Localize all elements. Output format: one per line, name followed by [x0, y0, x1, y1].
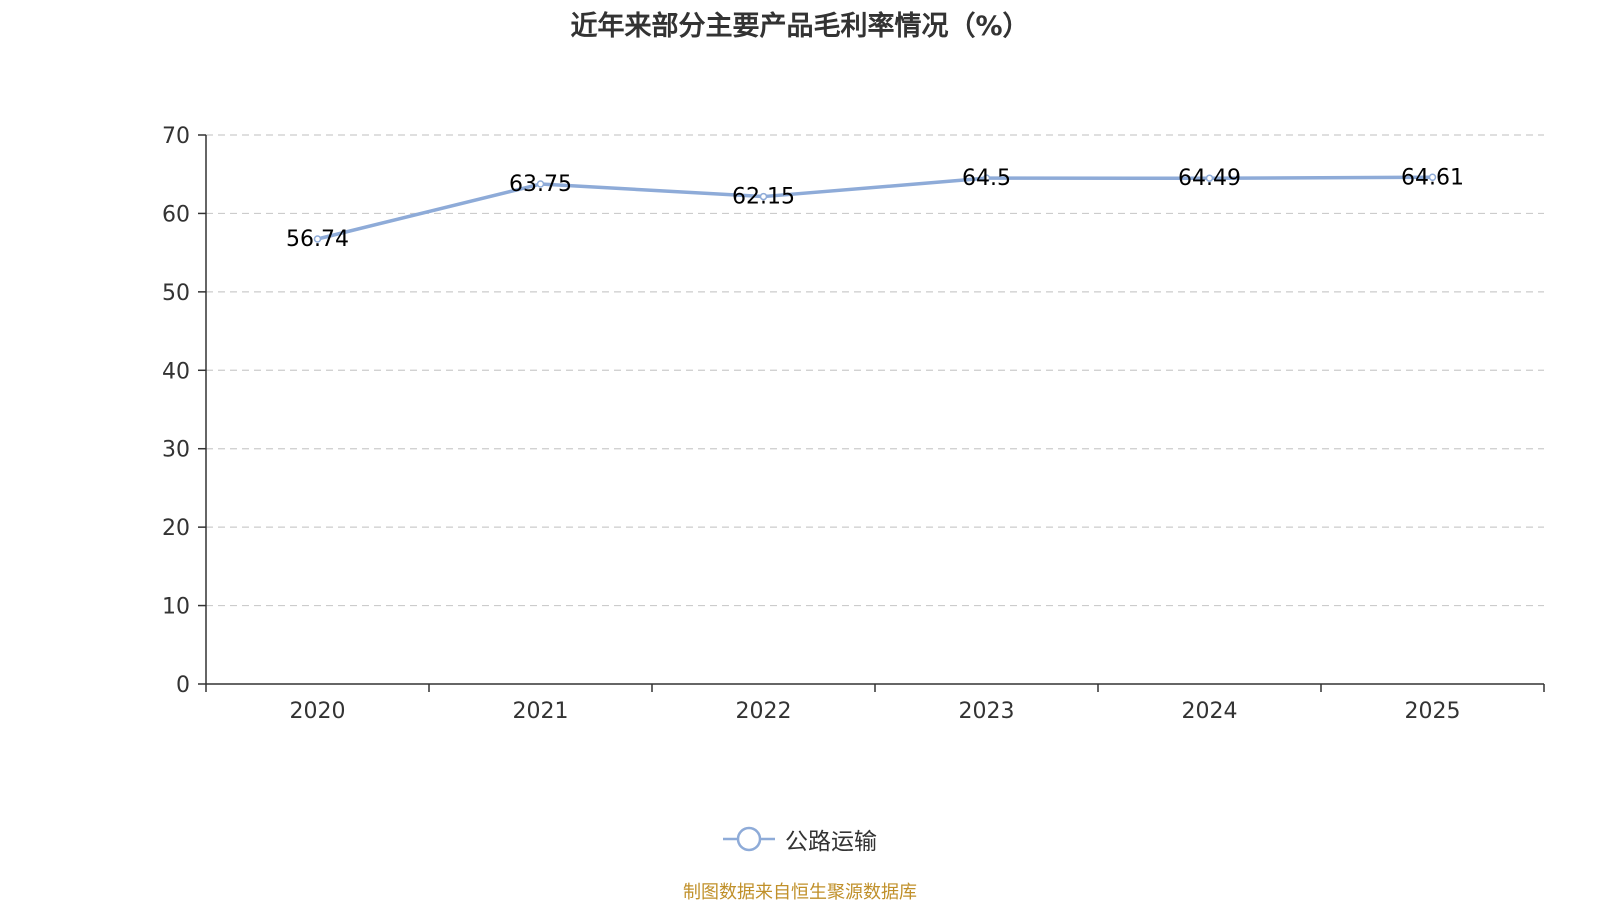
data-point[interactable] — [982, 174, 991, 182]
data-point[interactable] — [759, 192, 768, 201]
data-label: 63.75 — [509, 172, 572, 197]
x-tick-label: 2020 — [290, 699, 346, 724]
y-tick-label: 70 — [162, 124, 190, 149]
x-tick-label: 2023 — [959, 699, 1015, 724]
x-tick-label: 2025 — [1405, 699, 1461, 724]
data-label: 56.74 — [286, 227, 349, 252]
x-tick-label: 2021 — [513, 699, 569, 724]
x-tick-label: 2024 — [1182, 699, 1238, 724]
y-tick-label: 10 — [162, 595, 190, 620]
x-tick-label: 2022 — [736, 699, 792, 724]
data-labels: 56.74 63.75 62.15 64.5 64.49 64.61 — [286, 165, 1464, 252]
y-tick-label: 60 — [162, 202, 190, 227]
series-layer — [313, 173, 1437, 243]
y-tick-label: 20 — [162, 516, 190, 541]
legend[interactable]: 公路运输 — [0, 822, 1600, 856]
y-tick-label: 50 — [162, 281, 190, 306]
legend-line-marker-icon — [723, 826, 775, 852]
axes: 0 10 20 30 40 50 60 70 2020 2021 2022 2023 2024 2025 — [162, 124, 1545, 724]
data-label: 62.15 — [732, 185, 795, 210]
data-point[interactable] — [1205, 174, 1214, 182]
data-label: 64.61 — [1401, 165, 1464, 190]
data-label: 64.5 — [962, 166, 1011, 191]
data-label: 64.49 — [1178, 166, 1241, 191]
legend-label: 公路运输 — [785, 829, 877, 855]
data-point[interactable] — [536, 180, 545, 188]
y-tick-label: 30 — [162, 438, 190, 463]
chart-title: 近年来部分主要产品毛利率情况（%） — [570, 11, 1030, 42]
grid-lines — [206, 134, 1544, 607]
source-note: 制图数据来自恒生聚源数据库 — [683, 882, 917, 900]
y-tick-label: 40 — [162, 359, 190, 384]
series-line — [315, 175, 1435, 241]
data-point[interactable] — [313, 235, 322, 243]
data-point[interactable] — [1428, 173, 1437, 182]
y-tick-label: 0 — [176, 673, 190, 698]
